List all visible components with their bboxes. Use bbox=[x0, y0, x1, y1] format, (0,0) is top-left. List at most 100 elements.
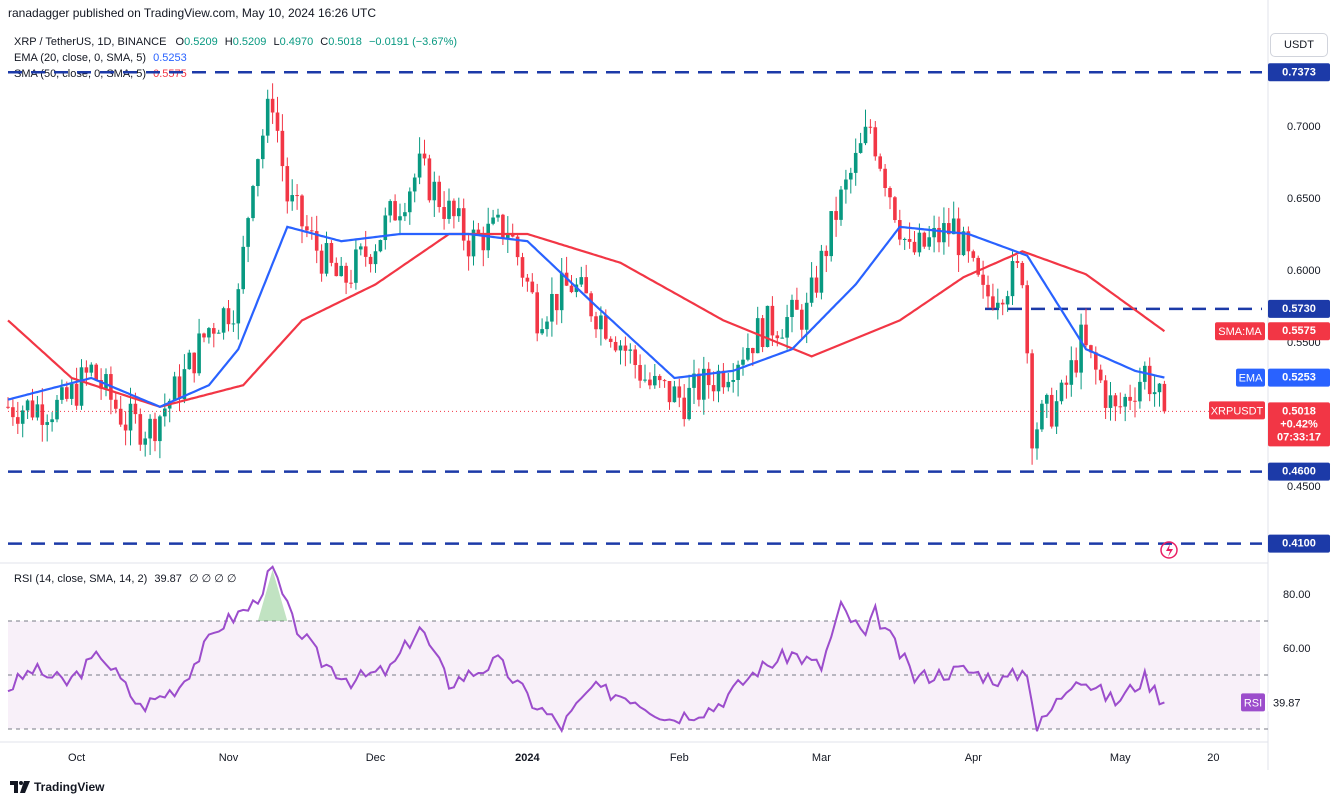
candle-body[interactable] bbox=[912, 241, 917, 253]
candle-body[interactable] bbox=[143, 438, 147, 445]
candle-body[interactable] bbox=[751, 347, 755, 354]
candle-body[interactable] bbox=[408, 191, 412, 213]
candle-body[interactable] bbox=[780, 337, 784, 339]
candle-body[interactable] bbox=[94, 364, 98, 381]
candle-body[interactable] bbox=[868, 126, 873, 128]
candle-body[interactable] bbox=[314, 231, 319, 251]
candle-body[interactable] bbox=[11, 407, 15, 418]
candle-body[interactable] bbox=[363, 246, 368, 257]
candle-body[interactable] bbox=[285, 166, 290, 202]
candle-body[interactable] bbox=[834, 211, 838, 220]
candle-body[interactable] bbox=[251, 186, 255, 219]
level-tag-4100-bg[interactable] bbox=[1268, 534, 1330, 553]
candle-body[interactable] bbox=[1113, 395, 1118, 407]
candle-body[interactable] bbox=[550, 293, 554, 322]
candle-body[interactable] bbox=[334, 262, 339, 277]
candle-body[interactable] bbox=[74, 383, 79, 406]
candle-body[interactable] bbox=[613, 341, 618, 351]
candle-body[interactable] bbox=[153, 418, 157, 442]
candle-body[interactable] bbox=[123, 424, 128, 431]
candle-body[interactable] bbox=[966, 231, 971, 252]
candle-body[interactable] bbox=[226, 308, 231, 325]
candle-body[interactable] bbox=[197, 333, 201, 374]
candle-body[interactable] bbox=[20, 410, 25, 424]
candle-body[interactable] bbox=[339, 265, 343, 277]
candle-body[interactable] bbox=[270, 98, 275, 113]
candle-body[interactable] bbox=[922, 232, 927, 247]
candle-body[interactable] bbox=[765, 305, 770, 348]
candle-body[interactable] bbox=[883, 168, 887, 189]
candle-body[interactable] bbox=[559, 272, 564, 311]
candle-body[interactable] bbox=[540, 329, 544, 334]
candle-body[interactable] bbox=[893, 197, 897, 221]
candle-body[interactable] bbox=[231, 323, 236, 325]
candle-body[interactable] bbox=[1069, 360, 1074, 385]
last-price-tag-bg[interactable] bbox=[1268, 402, 1330, 447]
candle-body[interactable] bbox=[628, 349, 633, 351]
candle-body[interactable] bbox=[50, 419, 54, 423]
candle-body[interactable] bbox=[760, 318, 765, 348]
rsi-name-tag-bg[interactable] bbox=[1241, 693, 1265, 712]
candle-body[interactable] bbox=[349, 282, 353, 284]
candle-body[interactable] bbox=[1133, 400, 1137, 402]
candle-body[interactable] bbox=[569, 285, 574, 293]
candle-body[interactable] bbox=[452, 200, 456, 217]
candle-body[interactable] bbox=[398, 216, 402, 221]
candle-body[interactable] bbox=[432, 181, 437, 201]
candle-body[interactable] bbox=[902, 238, 907, 240]
candle-body[interactable] bbox=[55, 399, 59, 420]
candle-body[interactable] bbox=[216, 332, 221, 334]
candle-body[interactable] bbox=[1162, 383, 1167, 412]
candle-body[interactable] bbox=[947, 223, 951, 235]
candle-body[interactable] bbox=[667, 381, 672, 403]
candle-body[interactable] bbox=[907, 238, 912, 242]
candle-body[interactable] bbox=[79, 367, 84, 406]
candle-body[interactable] bbox=[412, 177, 417, 192]
candle-body[interactable] bbox=[853, 152, 858, 173]
candle-body[interactable] bbox=[466, 240, 471, 257]
candle-body[interactable] bbox=[275, 112, 280, 131]
candle-body[interactable] bbox=[118, 408, 123, 425]
candle-body[interactable] bbox=[706, 368, 711, 386]
candle-body[interactable] bbox=[6, 406, 10, 408]
candle-body[interactable] bbox=[177, 376, 182, 400]
candle-body[interactable] bbox=[702, 368, 706, 400]
candle-body[interactable] bbox=[653, 375, 657, 386]
candle-body[interactable] bbox=[202, 333, 206, 338]
candle-body[interactable] bbox=[1123, 396, 1127, 407]
candle-body[interactable] bbox=[579, 277, 584, 285]
candle-body[interactable] bbox=[618, 345, 623, 351]
level-tag-7373-bg[interactable] bbox=[1268, 63, 1330, 82]
candle-body[interactable] bbox=[996, 302, 1000, 308]
candle-body[interactable] bbox=[69, 383, 74, 399]
candle-body[interactable] bbox=[515, 236, 520, 258]
candle-body[interactable] bbox=[775, 335, 780, 339]
ema-legend[interactable]: EMA (20, close, 0, SMA, 5) 0.5253 bbox=[14, 50, 187, 66]
candle-body[interactable] bbox=[790, 299, 794, 318]
ema-value-tag-bg[interactable] bbox=[1268, 368, 1330, 387]
candle-body[interactable] bbox=[16, 417, 20, 424]
candle-body[interactable] bbox=[991, 296, 995, 308]
candle-body[interactable] bbox=[917, 232, 922, 253]
candle-body[interactable] bbox=[104, 374, 108, 389]
candle-body[interactable] bbox=[770, 305, 775, 336]
candle-body[interactable] bbox=[65, 387, 69, 399]
candle-body[interactable] bbox=[986, 284, 990, 297]
candle-body[interactable] bbox=[310, 230, 314, 232]
candle-body[interactable] bbox=[971, 251, 976, 258]
candle-body[interactable] bbox=[114, 399, 118, 409]
candle-body[interactable] bbox=[888, 188, 892, 198]
candle-body[interactable] bbox=[555, 293, 559, 311]
candle-body[interactable] bbox=[623, 345, 628, 351]
candle-body[interactable] bbox=[148, 418, 152, 439]
candle-body[interactable] bbox=[99, 380, 103, 389]
candle-body[interactable] bbox=[956, 218, 961, 256]
level-tag-4600-bg[interactable] bbox=[1268, 462, 1330, 481]
symbol-name-tag-bg[interactable] bbox=[1209, 401, 1265, 420]
candle-body[interactable] bbox=[25, 400, 30, 411]
candle-body[interactable] bbox=[461, 208, 466, 241]
candle-body[interactable] bbox=[657, 375, 662, 381]
ema20-line[interactable] bbox=[7, 225, 1165, 408]
candle-body[interactable] bbox=[809, 277, 814, 303]
